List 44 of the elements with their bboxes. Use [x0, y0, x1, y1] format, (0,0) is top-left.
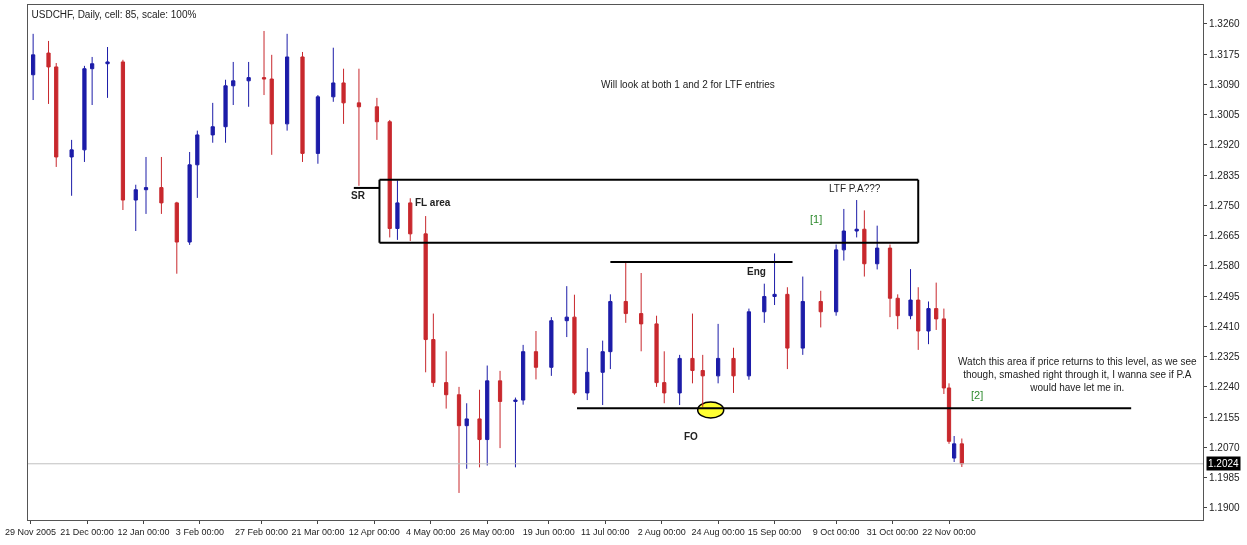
y-tick-label: 1.1985	[1209, 472, 1241, 484]
chart-title: USDCHF, Daily, cell: 85, scale: 100%	[31, 8, 197, 20]
y-tick-label: 1.2325	[1209, 351, 1241, 363]
x-tick-label: 21 Dec 00:00	[60, 526, 114, 537]
x-tick-label: 21 Mar 00:00	[291, 526, 345, 537]
y-tick-label: 1.1900	[1209, 502, 1241, 514]
y-tick-label: 1.2155	[1209, 411, 1241, 423]
y-tick-label: 1.2240	[1209, 381, 1241, 393]
y-tick-label: 1.2750	[1209, 199, 1241, 211]
y-tick-label: 1.2070	[1209, 441, 1241, 453]
x-tick-label: 15 Sep 00:00	[747, 526, 802, 537]
annotation: [2]	[971, 389, 984, 401]
annotation: SR	[351, 190, 366, 201]
annotation: LTF P.A???	[829, 183, 881, 194]
y-tick-label: 1.2665	[1209, 230, 1241, 242]
x-tick-label: 4 May 00:00	[406, 526, 456, 537]
y-tick-label: 1.2495	[1209, 290, 1241, 302]
x-tick-label: 19 Jun 00:00	[522, 526, 575, 537]
x-tick-label: 12 Jan 00:00	[117, 526, 170, 537]
y-tick-label: 1.3260	[1209, 18, 1241, 30]
y-tick-label: 1.3005	[1209, 109, 1241, 121]
annotation: Eng	[747, 266, 766, 277]
annotation: [1]	[810, 213, 823, 225]
x-tick-label: 3 Feb 00:00	[175, 526, 224, 537]
y-tick-label: 1.2410	[1209, 320, 1241, 332]
annotation: Will look at both 1 and 2 for LTF entries	[601, 79, 775, 90]
annotation: FL area	[415, 197, 451, 208]
x-tick-label: 9 Oct 00:00	[812, 526, 860, 537]
x-tick-label: 12 Apr 00:00	[348, 526, 400, 537]
x-tick-label: 31 Oct 00:00	[866, 526, 919, 537]
x-tick-label: 27 Feb 00:00	[234, 526, 288, 537]
x-tick-label: 24 Aug 00:00	[691, 526, 745, 537]
y-tick-label: 1.3175	[1209, 48, 1241, 60]
y-tick-label: 1.3090	[1209, 78, 1241, 90]
x-tick-label: 22 Nov 00:00	[922, 526, 976, 537]
x-tick-label: 29 Nov 2005	[5, 526, 57, 537]
x-tick-label: 11 Jul 00:00	[581, 526, 630, 537]
x-tick-label: 2 Aug 00:00	[637, 526, 686, 537]
y-tick-label: 1.2920	[1209, 139, 1241, 151]
y-tick-label: 1.2835	[1209, 169, 1241, 181]
ref-line-label: 1.2024	[1208, 458, 1240, 469]
annotation: FO	[684, 431, 699, 442]
y-tick-label: 1.2580	[1209, 260, 1241, 272]
x-tick-label: 26 May 00:00	[459, 526, 515, 537]
